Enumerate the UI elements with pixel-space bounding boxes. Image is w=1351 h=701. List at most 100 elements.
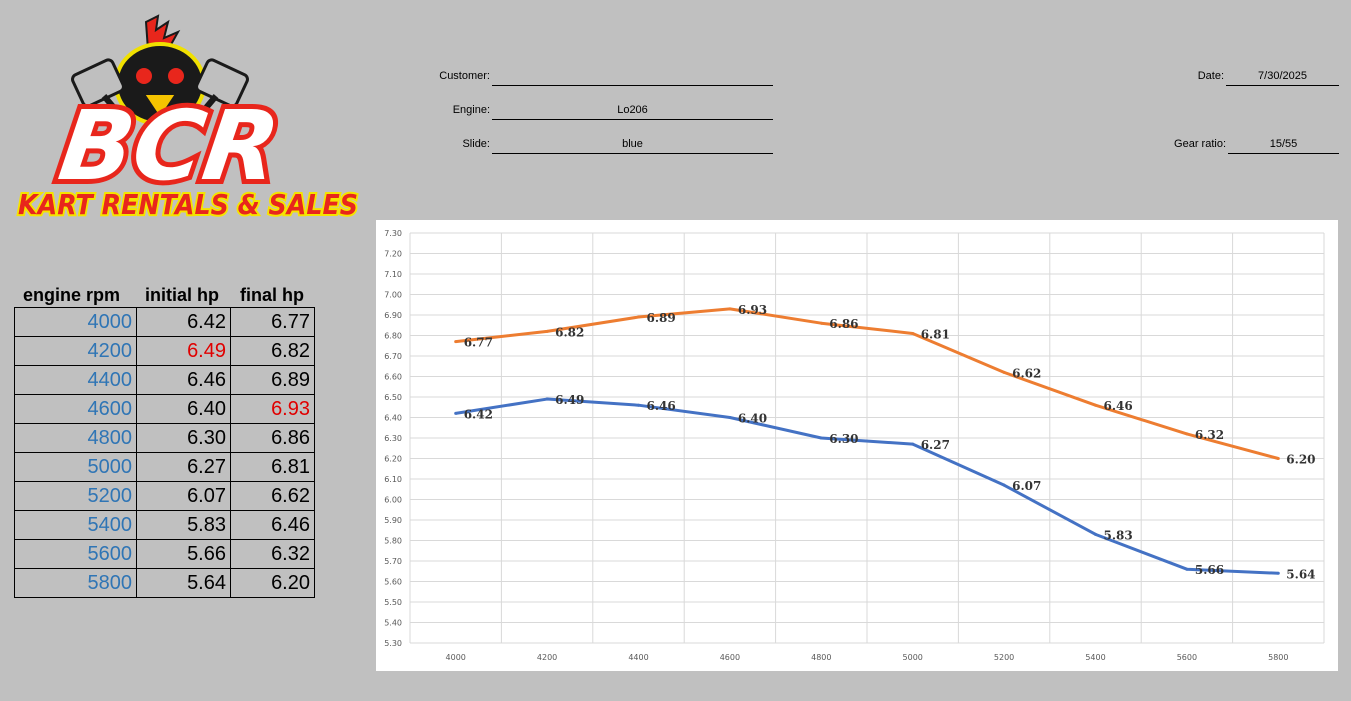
- piston-left-icon: [71, 58, 129, 124]
- initial-hp-cell: 5.66: [136, 539, 231, 569]
- data-label: 6.62: [1012, 366, 1041, 380]
- data-label: 6.46: [647, 399, 676, 413]
- rpm-cell: 5400: [14, 510, 137, 540]
- initial-hp-cell: 6.46: [136, 365, 231, 395]
- x-tick-label: 5400: [1085, 653, 1105, 662]
- y-tick-label: 7.10: [384, 270, 402, 279]
- data-point: [1185, 567, 1189, 571]
- rpm-cell: 4200: [14, 336, 137, 366]
- initial-hp-cell: 6.42: [136, 307, 231, 337]
- x-tick-label: 4000: [446, 653, 466, 662]
- x-tick-label: 4400: [628, 653, 648, 662]
- data-point: [819, 321, 823, 325]
- final-hp-cell: 6.81: [230, 452, 315, 482]
- table-row: 5400 5.83 6.46: [14, 510, 315, 540]
- data-label: 6.77: [464, 336, 493, 350]
- rpm-cell: 5000: [14, 452, 137, 482]
- final-hp-cell: 6.62: [230, 481, 315, 511]
- y-tick-label: 5.60: [384, 578, 402, 587]
- x-tick-label: 5200: [994, 653, 1014, 662]
- date-field[interactable]: Date: 7/30/2025: [1198, 70, 1339, 86]
- rpm-cell: 5200: [14, 481, 137, 511]
- data-point: [728, 307, 732, 311]
- data-label: 6.20: [1286, 453, 1315, 467]
- data-point: [1185, 432, 1189, 436]
- bcr-logo: BCR KART RENTALS & SALES: [16, 14, 360, 223]
- data-label: 6.42: [464, 407, 493, 421]
- table-row: 4200 6.49 6.82: [14, 336, 315, 366]
- slide-field[interactable]: Slide: blue: [462, 138, 773, 154]
- initial-hp-cell: 6.30: [136, 423, 231, 453]
- chart-area: 5.30 5.40 5.50 5.60 5.70 5.80 5.90 6.00 6.10 6.20…: [376, 220, 1338, 671]
- data-point: [1002, 483, 1006, 487]
- table-row: 5800 5.64 6.20: [14, 568, 315, 598]
- y-tick-label: 5.90: [384, 516, 402, 525]
- final-hp-cell: 6.89: [230, 365, 315, 395]
- data-point: [454, 411, 458, 415]
- data-label: 6.32: [1195, 428, 1224, 442]
- data-label: 6.30: [829, 432, 858, 446]
- data-label: 5.66: [1195, 563, 1224, 577]
- rpm-cell: 4800: [14, 423, 137, 453]
- final-hp-cell: 6.32: [230, 539, 315, 569]
- final-hp-cell: 6.93: [230, 394, 315, 424]
- initial-hp-cell: 6.40: [136, 394, 231, 424]
- data-label: 6.81: [921, 327, 950, 341]
- customer-label: Customer:: [439, 70, 490, 82]
- final-hp-cell: 6.86: [230, 423, 315, 453]
- rpm-cell: 5600: [14, 539, 137, 569]
- engine-label: Engine:: [452, 104, 490, 116]
- data-label: 6.27: [921, 438, 950, 452]
- x-tick-label: 4200: [537, 653, 557, 662]
- data-point: [1276, 571, 1280, 575]
- logo-sub-text: KART RENTALS & SALES: [18, 188, 358, 221]
- table-row: 4000 6.42 6.77: [14, 307, 315, 337]
- rpm-cell: 4600: [14, 394, 137, 424]
- data-label: 6.93: [738, 303, 767, 317]
- slide-value: blue: [622, 138, 643, 150]
- table-header: engine rpm initial hp final hp: [14, 282, 320, 308]
- engine-field[interactable]: Engine: Lo206: [453, 104, 773, 120]
- engine-value: Lo206: [617, 104, 648, 116]
- data-label: 6.86: [829, 317, 858, 331]
- y-tick-label: 6.50: [384, 393, 402, 402]
- customer-field[interactable]: Customer:: [439, 70, 773, 86]
- y-tick-label: 6.30: [384, 434, 402, 443]
- data-point: [911, 331, 915, 335]
- y-tick-label: 5.30: [384, 639, 402, 648]
- data-point: [454, 340, 458, 344]
- data-label: 6.07: [1012, 479, 1041, 493]
- y-tick-label: 5.50: [384, 598, 402, 607]
- data-point: [1276, 457, 1280, 460]
- gear-ratio-field[interactable]: Gear ratio: 15/55: [1174, 138, 1339, 154]
- data-label: 6.82: [555, 325, 584, 339]
- table-row: 4400 6.46 6.89: [14, 365, 315, 395]
- data-point: [1002, 370, 1006, 374]
- hp-table: 4000 6.42 6.77 4200 6.49 6.82 4400 6.46 6.89 4600…: [14, 307, 315, 598]
- data-label: 6.40: [738, 412, 767, 426]
- x-tick-label: 5000: [903, 653, 923, 662]
- gear-ratio-value: 15/55: [1269, 138, 1298, 150]
- y-tick-label: 6.20: [384, 455, 402, 464]
- initial-hp-cell: 5.83: [136, 510, 231, 540]
- data-point: [545, 329, 549, 333]
- x-tick-label: 5600: [1177, 653, 1197, 662]
- data-label: 5.83: [1104, 528, 1133, 542]
- gear-ratio-label: Gear ratio:: [1174, 138, 1226, 150]
- rpm-cell: 4000: [14, 307, 137, 337]
- y-tick-label: 6.90: [384, 311, 402, 320]
- piston-right-icon: [191, 58, 249, 124]
- series-line-0: [455, 307, 1279, 460]
- data-point: [819, 436, 823, 440]
- initial-hp-cell: 6.27: [136, 452, 231, 482]
- table-row: 5600 5.66 6.32: [14, 539, 315, 569]
- final-hp-cell: 6.77: [230, 307, 315, 337]
- initial-hp-cell: 6.07: [136, 481, 231, 511]
- data-point: [637, 315, 640, 319]
- x-tick-label: 4800: [811, 653, 831, 662]
- y-tick-label: 5.80: [384, 537, 402, 546]
- y-tick-label: 7.30: [384, 229, 402, 238]
- data-label: 6.89: [647, 311, 676, 325]
- table-row: 4800 6.30 6.86: [14, 423, 315, 453]
- logo-main-text: BCR: [53, 89, 286, 201]
